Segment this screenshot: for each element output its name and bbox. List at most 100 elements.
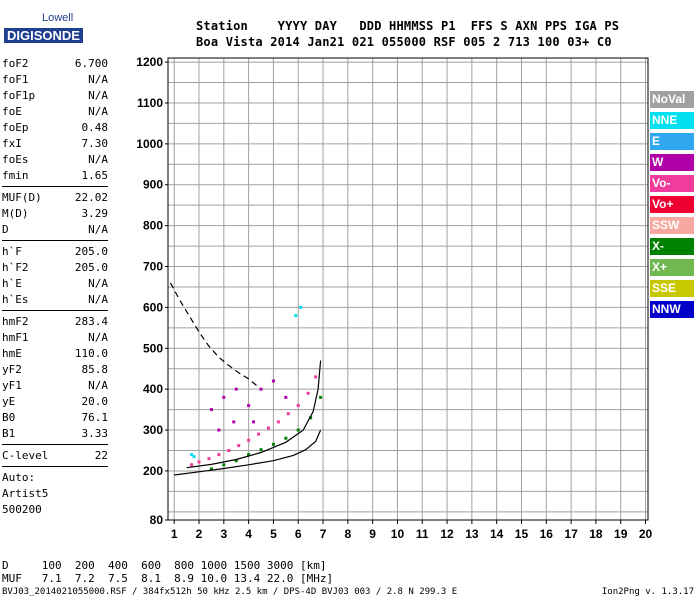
param-name: foF1 [2,73,29,86]
footer-info: BVJ03_2014021055000.RSF / 384fx512h 50 k… [2,587,458,597]
y-tick-label: 80 [150,513,164,527]
logo-lowell: Lowell [42,12,74,24]
y-tick-label: 1000 [136,137,163,151]
x-tick-label: 15 [515,527,529,541]
data-point [296,404,300,408]
data-point [209,467,213,471]
param-separator [2,310,108,311]
y-tick-label: 1100 [137,96,163,110]
param-row: hmF2 283.4 [2,314,108,330]
data-point [247,404,251,408]
data-point [306,391,310,395]
data-point [299,305,303,309]
legend-item: SSE [650,280,694,297]
param-row: C-level 22 [2,448,108,464]
logo-digisonde: DIGISONDE [4,28,83,43]
param-row: h`F2 205.0 [2,260,108,276]
param-value: 85.8 [81,363,109,376]
x-tick-label: 3 [220,527,227,541]
param-row: h`F 205.0 [2,244,108,260]
legend-item: E [650,133,694,150]
param-name: foF2 [2,57,29,70]
param-name: foEp [2,121,29,134]
legend-item: NoVal [650,91,694,108]
param-name: hmF1 [2,331,29,344]
y-tick-label: 900 [143,178,163,192]
param-value: 283.4 [74,315,108,328]
d-row: D 100 200 400 600 800 1000 1500 3000 [km… [2,559,327,572]
profile-solid-curve [174,429,322,476]
y-tick-label: 700 [143,260,163,274]
legend-item: Vo+ [650,196,694,213]
header-labels: Station YYYY DAY DDD HHMMSS P1 FFS S AXN… [196,19,620,33]
param-name: M(D) [2,207,29,220]
param-name: yF2 [2,363,22,376]
param-value: 0.48 [81,121,109,134]
param-name: B1 [2,427,16,440]
data-point [266,426,270,430]
data-point [259,387,263,391]
param-value: N/A [88,331,108,344]
profile-dashed-curve [169,282,259,388]
legend-item: W [650,154,694,171]
x-tick-label: 6 [295,527,302,541]
param-value: 3.33 [81,427,109,440]
param-name: fmin [2,169,29,182]
data-point [234,459,238,463]
parameter-panel: foF2 6.700 foF1 N/A foF1p N/A foE N/A foEp 0.48 fx… [2,56,108,518]
param-name: hmF2 [2,315,29,328]
muf-row: MUF 7.1 7.2 7.5 8.1 8.9 10.0 13.4 22.0 [… [2,572,334,585]
x-tick-label: 17 [564,527,578,541]
x-tick-label: 10 [391,527,405,541]
y-tick-label: 1200 [136,55,163,69]
param-name: foE [2,105,22,118]
param-value: 205.0 [74,261,108,274]
y-tick-label: 800 [143,219,163,233]
data-point [319,395,323,399]
param-name: hmE [2,347,22,360]
y-tick-label: 400 [143,382,163,396]
x-tick-label: 1 [171,527,178,541]
param-name: fxI [2,137,22,150]
param-separator [2,466,108,467]
lowell-digisonde-logo: Lowell DIGISONDE [4,8,84,48]
param-row: MUF(D) 22.02 [2,190,108,206]
plot-frame [167,57,649,521]
param-value: N/A [88,223,108,236]
data-point [247,453,251,457]
x-tick-label: 5 [270,527,277,541]
data-point [190,463,194,467]
x-tick-label: 8 [345,527,352,541]
data-point [192,455,196,459]
param-name: h`Es [2,293,29,306]
x-tick-label: 9 [369,527,376,541]
data-point [284,395,288,399]
param-row: yF1 N/A [2,378,108,394]
data-point [284,436,288,440]
x-tick-label: 20 [639,527,653,541]
data-point [217,453,221,457]
data-point [314,375,318,379]
param-row: D N/A [2,222,108,238]
data-point [209,408,213,412]
data-point [217,428,221,432]
param-value: 22.02 [74,191,108,204]
param-name: foEs [2,153,29,166]
data-point [247,438,251,442]
param-value: N/A [88,293,108,306]
data-point [296,428,300,432]
param-name: h`F [2,245,22,258]
param-row: foF1 N/A [2,72,108,88]
y-tick-label: 200 [143,464,163,478]
param-value: 22 [94,449,108,462]
param-row: fxI 7.30 [2,136,108,152]
param-row: fmin 1.65 [2,168,108,184]
param-value: N/A [88,105,108,118]
legend-item: X- [650,238,694,255]
param-value: 110.0 [74,347,108,360]
param-value: N/A [88,73,108,86]
param-name: foF1p [2,89,36,102]
data-point [227,448,231,452]
param-separator [2,240,108,241]
